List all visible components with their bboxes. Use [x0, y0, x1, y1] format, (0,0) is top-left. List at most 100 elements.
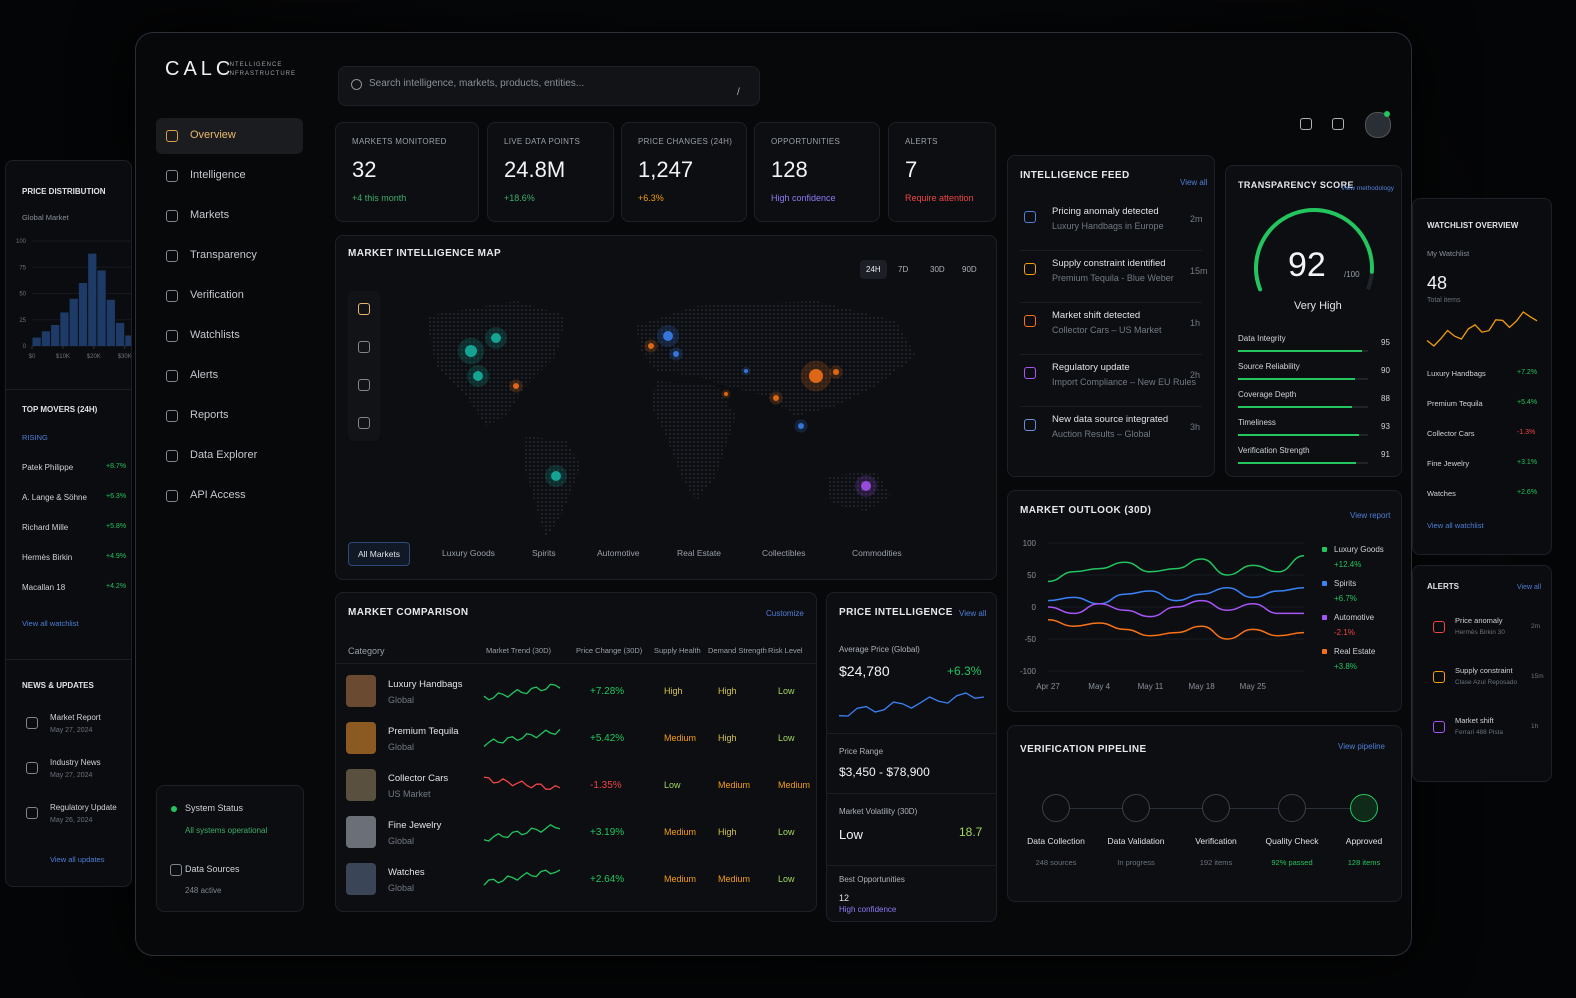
metric-bar [1238, 406, 1353, 408]
filter-button[interactable]: Commodities [852, 548, 902, 558]
kpi-label: LIVE DATA POINTS [504, 137, 581, 146]
filter-button[interactable]: Real Estate [677, 548, 721, 558]
view-all-link[interactable]: View all [1180, 178, 1208, 187]
news-link[interactable]: View all updates [50, 855, 105, 864]
filter-button[interactable]: Collectibles [762, 548, 806, 558]
toolbar-icon[interactable] [1332, 118, 1344, 130]
pipeline-node [1042, 794, 1070, 822]
alerts-link[interactable]: View all [1517, 584, 1541, 591]
alert-sub: Clase Azul Reposado [1455, 679, 1518, 686]
feed-sub: Collector Cars – US Market [1052, 325, 1162, 335]
watchlist-sparkline [1426, 311, 1538, 347]
map-tool[interactable] [358, 379, 370, 391]
feed-sub: Luxury Handbags in Europe [1052, 221, 1164, 231]
metric-bar [1238, 350, 1362, 352]
alert-title: Market shift [1455, 716, 1494, 725]
map-tool[interactable] [358, 341, 370, 353]
avatar[interactable] [1365, 111, 1391, 138]
logo-sub: INFRASTRUCTURE [227, 71, 296, 77]
kpi-note: +6.3% [638, 193, 664, 203]
watchlist-filter[interactable]: My Watchlist [1427, 249, 1470, 258]
nav-item[interactable]: Watchlists [156, 318, 303, 354]
alert-sub: Ferrari 488 Pista [1455, 729, 1504, 736]
row-supply: High [664, 686, 683, 696]
filter-button[interactable]: Luxury Goods [442, 548, 495, 558]
nav-item[interactable]: Transparency [156, 238, 303, 274]
row-demand: High [718, 733, 737, 743]
search-bar[interactable]: Search intelligence, markets, products, … [338, 66, 760, 106]
feed-time: 3h [1190, 422, 1201, 432]
nav-item[interactable]: API Access [156, 478, 303, 514]
continent [524, 436, 581, 538]
mover-name: A. Lange & Söhne [22, 493, 87, 502]
filter-button[interactable]: Automotive [597, 548, 640, 558]
watchlist-link[interactable]: View all watchlist [1427, 521, 1484, 530]
score-value: 92 [1288, 246, 1326, 284]
row-name: Watches [388, 867, 425, 878]
score-rating: Very High [1294, 300, 1342, 312]
kpi-value: 24.8M [504, 157, 566, 182]
step-note: 92% passed [1271, 858, 1313, 867]
nav-item[interactable]: Data Explorer [156, 438, 303, 474]
nav-item[interactable]: Alerts [156, 358, 303, 394]
avg-value: $24,780 [839, 663, 890, 679]
x-tick-label: May 25 [1240, 682, 1267, 691]
continent [651, 381, 736, 501]
range-button[interactable]: 7D [898, 265, 909, 274]
movers-filter[interactable]: RISING [22, 433, 48, 442]
online-dot [1384, 111, 1390, 117]
feed-icon [1024, 263, 1036, 275]
nav-label: Reports [190, 409, 229, 421]
metric-value: 91 [1381, 450, 1390, 459]
chart-subtitle: Global Market [22, 213, 69, 222]
nav-icon [166, 410, 178, 422]
divider [1020, 354, 1202, 355]
pipeline-panel: VERIFICATION PIPELINE View pipeline Data C… [1007, 725, 1402, 902]
divider [6, 659, 131, 660]
pipeline-link[interactable]: View pipeline [1338, 742, 1385, 751]
row-region: Global [388, 836, 415, 846]
y-tick-label: 100 [16, 239, 27, 245]
feed-title: Regulatory update [1052, 362, 1130, 373]
nav-icon [166, 250, 178, 262]
series-line [1047, 619, 1305, 640]
view-all-link[interactable]: View all [959, 609, 987, 618]
nav-item[interactable]: Verification [156, 278, 303, 314]
alert-icon [1433, 671, 1445, 683]
kpi-value: 1,247 [638, 157, 694, 182]
map-tool[interactable] [358, 417, 370, 429]
metric-name: Timeliness [1238, 418, 1276, 427]
range-button[interactable]: 30D [930, 265, 945, 274]
watchlist-count: 48 [1427, 273, 1448, 293]
movers-link[interactable]: View all watchlist [22, 619, 79, 628]
toolbar-icon[interactable] [1300, 118, 1312, 130]
mover-name: Hermès Birkin [22, 553, 73, 562]
map-tool[interactable] [358, 303, 370, 315]
nav-label: Intelligence [190, 169, 246, 181]
nav-item[interactable]: Overview [156, 118, 303, 154]
nav-label: Overview [190, 129, 236, 141]
kpi-card: LIVE DATA POINTS 24.8M +18.6% [487, 122, 614, 222]
customize-link[interactable]: Customize [766, 609, 804, 618]
row-supply: Low [664, 780, 681, 790]
search-shortcut: / [737, 87, 740, 98]
nav-item[interactable]: Reports [156, 398, 303, 434]
nav-item[interactable]: Markets [156, 198, 303, 234]
range-button[interactable]: 90D [962, 265, 977, 274]
filter-button[interactable]: All Markets [348, 542, 411, 566]
report-link[interactable]: View report [1350, 511, 1391, 520]
thumbnail [346, 863, 376, 895]
filter-button[interactable]: Spirits [532, 548, 556, 558]
row-demand: Medium [718, 874, 751, 884]
gauge-value [1254, 208, 1374, 292]
histogram-bar [69, 298, 78, 346]
watchlist-name: Premium Tequila [1427, 399, 1483, 408]
alert-time: 15m [1531, 673, 1544, 680]
metric-name: Source Reliability [1238, 362, 1300, 371]
nav-item[interactable]: Intelligence [156, 158, 303, 194]
legend-label: Luxury Goods [1334, 545, 1384, 554]
x-tick-label: Apr 27 [1036, 682, 1060, 691]
methodology-link[interactable]: View methodology [1341, 185, 1394, 192]
range-button[interactable]: 24H [860, 260, 887, 279]
x-tick-label: $30K [118, 354, 132, 360]
